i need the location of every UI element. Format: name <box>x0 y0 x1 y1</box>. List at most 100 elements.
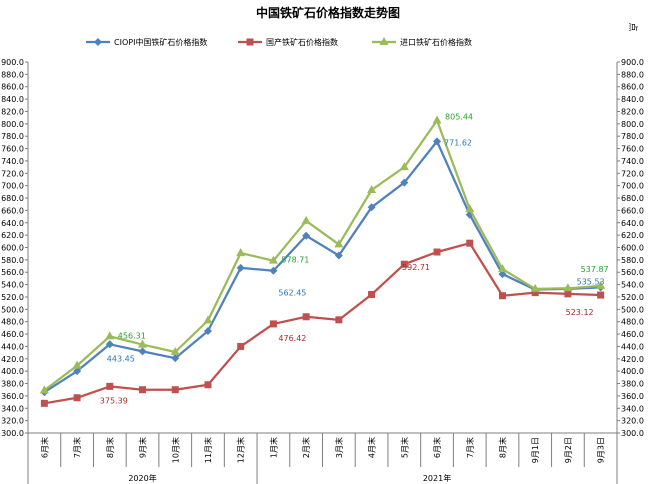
data-point <box>171 386 179 394</box>
data-point <box>466 239 474 247</box>
y-tick-label-right: 460.0 <box>621 330 644 339</box>
data-point <box>237 342 245 350</box>
data-point <box>433 248 441 256</box>
y-tick-label-right: 680.0 <box>621 194 644 203</box>
data-point <box>497 264 507 273</box>
legend-item: CIOPI中国铁矿石价格指数 <box>86 37 207 47</box>
year-group-label: 2020年 <box>128 473 156 483</box>
data-point <box>433 137 442 146</box>
x-tick-label: 9月3日 <box>597 437 606 463</box>
axes: 300.0 300.0 320.0 320.0 340.0 340.0 360.0 360.0… <box>1 58 644 484</box>
y-tick-label-left: 600.0 <box>1 244 24 253</box>
x-tick-label: 6月末 <box>39 437 49 458</box>
data-point <box>106 382 114 390</box>
y-tick-label-right: 560.0 <box>621 268 644 277</box>
data-point <box>204 381 212 389</box>
x-tick-label: 10月末 <box>170 437 180 463</box>
y-tick-label-right: 520.0 <box>621 293 644 302</box>
y-tick-label-right: 820.0 <box>621 107 644 116</box>
legend-marker <box>379 37 389 45</box>
legend-item: 进口铁矿石价格指数 <box>372 37 472 47</box>
y-tick-label-left: 780.0 <box>1 132 24 141</box>
x-tick-label: 3月末 <box>334 437 344 458</box>
y-tick-label-right: 360.0 <box>621 392 644 401</box>
y-tick-label-left: 520.0 <box>1 293 24 302</box>
x-tick-label: 9月2日 <box>564 437 573 463</box>
data-point <box>268 255 278 264</box>
data-point <box>400 260 408 268</box>
data-point <box>269 320 277 328</box>
y-tick-label-left: 340.0 <box>1 404 24 413</box>
y-tick-label-right: 540.0 <box>621 281 644 290</box>
data-point <box>334 239 344 248</box>
y-tick-label-left: 320.0 <box>1 417 24 426</box>
plot-area: 443.45 562.45 771.62 535.53 375.39 476.42 592.… <box>39 112 609 407</box>
y-tick-label-left: 900.0 <box>1 58 24 67</box>
data-point <box>73 367 82 376</box>
year-group-label: 2021年 <box>423 473 451 483</box>
y-tick-label-right: 860.0 <box>621 83 644 92</box>
y-tick-label-right: 480.0 <box>621 318 644 327</box>
y-tick-label-right: 880.0 <box>621 70 644 79</box>
x-tick-label: 2月末 <box>301 437 311 458</box>
y-tick-label-left: 720.0 <box>1 169 24 178</box>
x-tick-label: 1月末 <box>268 437 278 458</box>
x-tick-label: 8月末 <box>497 437 507 458</box>
data-label: 592.71 <box>402 263 430 272</box>
legend-marker <box>94 38 102 46</box>
series-1 <box>40 239 605 407</box>
data-label: 456.31 <box>118 331 146 340</box>
data-point <box>236 263 245 272</box>
y-tick-label-left: 360.0 <box>1 392 24 401</box>
data-point <box>399 162 409 171</box>
x-tick-label: 11月末 <box>203 437 213 463</box>
y-tick-label-left: 680.0 <box>1 194 24 203</box>
x-tick-label: 6月末 <box>432 437 442 458</box>
y-tick-label-left: 400.0 <box>1 367 24 376</box>
y-tick-label-right: 420.0 <box>621 355 644 364</box>
data-point <box>597 291 605 299</box>
data-point <box>302 313 310 321</box>
y-tick-label-left: 300.0 <box>1 429 24 438</box>
data-label: 375.39 <box>100 396 128 405</box>
data-point <box>73 394 81 402</box>
y-tick-label-left: 560.0 <box>1 268 24 277</box>
y-tick-label-right: 700.0 <box>621 182 644 191</box>
data-point <box>335 316 343 324</box>
y-tick-label-left: 480.0 <box>1 318 24 327</box>
y-tick-label-left: 420.0 <box>1 355 24 364</box>
data-point <box>139 386 147 394</box>
y-tick-label-left: 860.0 <box>1 83 24 92</box>
x-tick-label: 7月末 <box>465 437 475 458</box>
data-point <box>596 280 606 289</box>
legend: CIOPI中国铁矿石价格指数 国产铁矿石价格指数 进口铁矿石价格指数 <box>86 37 472 47</box>
data-label: 476.42 <box>278 334 306 343</box>
data-point <box>105 331 115 340</box>
x-tick-label: 4月末 <box>367 437 377 458</box>
y-tick-label-right: 760.0 <box>621 145 644 154</box>
y-tick-label-left: 500.0 <box>1 305 24 314</box>
data-label: 535.53 <box>577 277 605 286</box>
unit-label: 点 <box>627 22 638 31</box>
data-point <box>564 290 572 298</box>
series-2 <box>39 115 606 394</box>
legend-label: CIOPI中国铁矿石价格指数 <box>114 37 207 47</box>
x-tick-label: 9月1日 <box>531 437 540 463</box>
y-tick-label-right: 620.0 <box>621 231 644 240</box>
x-tick-label: 7月末 <box>72 437 82 458</box>
data-point <box>367 184 377 193</box>
data-point <box>368 290 376 298</box>
y-tick-label-right: 780.0 <box>621 132 644 141</box>
y-tick-label-right: 740.0 <box>621 157 644 166</box>
data-point <box>563 283 573 292</box>
series-line <box>43 140 601 394</box>
data-label: 578.71 <box>281 256 309 265</box>
y-tick-label-left: 660.0 <box>1 206 24 215</box>
data-label: 537.87 <box>581 265 609 274</box>
y-tick-label-right: 320.0 <box>621 417 644 426</box>
legend-label: 进口铁矿石价格指数 <box>400 37 472 47</box>
data-label: 771.62 <box>444 138 472 147</box>
y-tick-label-left: 840.0 <box>1 95 24 104</box>
y-tick-label-left: 380.0 <box>1 380 24 389</box>
